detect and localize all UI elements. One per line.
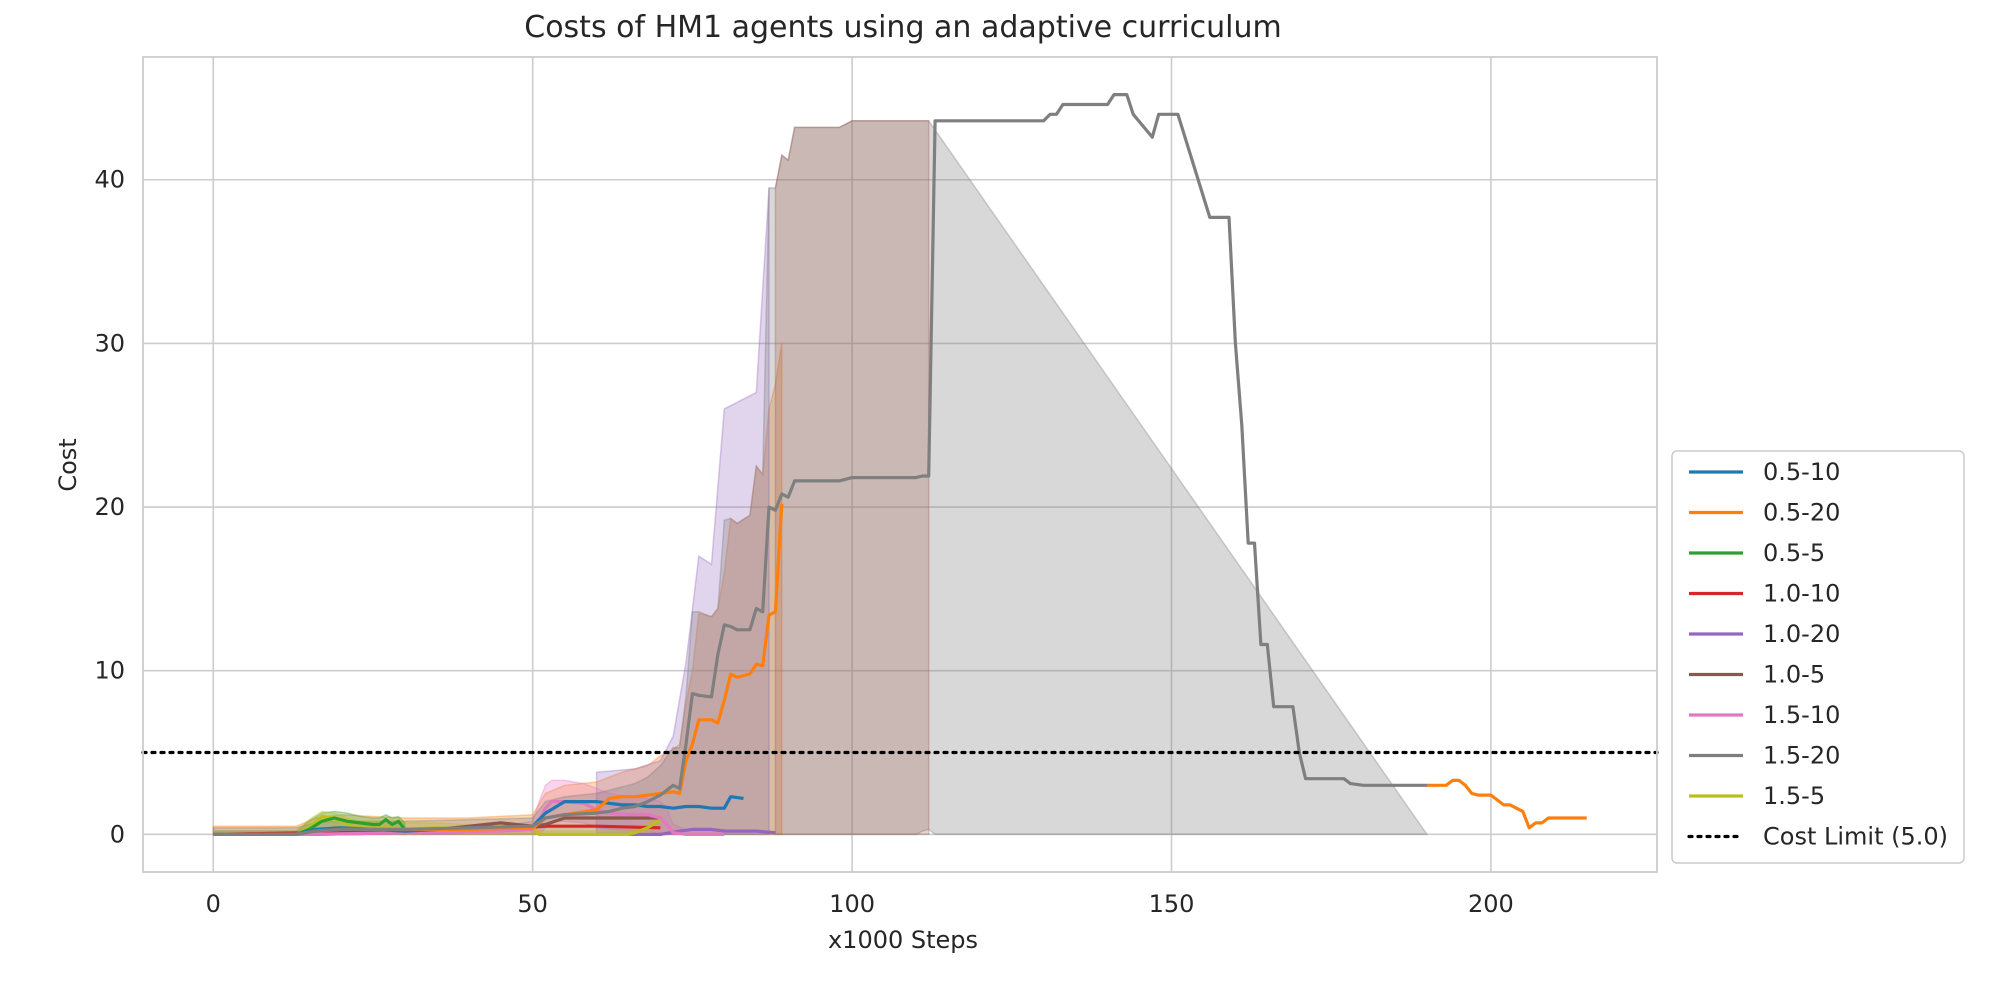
plot-background: [143, 57, 1657, 872]
y-tick-label: 20: [94, 493, 125, 521]
x-tick-label: 200: [1468, 890, 1514, 918]
y-axis-label: Cost: [54, 438, 82, 491]
legend-label: 1.5-5: [1763, 782, 1825, 810]
line-0.5-20-tail: [1427, 778, 1587, 830]
y-tick-label: 0: [110, 820, 125, 848]
y-tick-label: 10: [94, 657, 125, 685]
x-axis-label: x1000 Steps: [828, 926, 978, 954]
legend-label: 1.5-20: [1763, 742, 1840, 770]
legend-label: 1.5-10: [1763, 701, 1840, 729]
legend-label: 0.5-5: [1763, 539, 1825, 567]
line-1.0-20: [596, 827, 776, 837]
x-tick-labels: 0 50 100 150 200: [206, 890, 1514, 918]
legend-label: Cost Limit (5.0): [1763, 823, 1948, 851]
x-tick-label: 50: [517, 890, 548, 918]
legend-label: 0.5-20: [1763, 499, 1840, 527]
legend-label: 1.0-10: [1763, 580, 1840, 608]
legend-box: [1671, 450, 1965, 864]
y-tick-labels: 0 10 20 30 40: [94, 166, 125, 849]
line-0.5-5: [213, 816, 407, 837]
chart-title: Costs of HM1 agents using an adaptive cu…: [524, 10, 1281, 45]
line-1.5-20: [213, 92, 1427, 837]
x-tick-label: 0: [206, 890, 221, 918]
legend-label: 0.5-10: [1763, 458, 1840, 486]
series-lines: [213, 92, 1587, 837]
x-tick-label: 100: [829, 890, 875, 918]
plot-area: [141, 56, 1659, 873]
legend-label: 1.0-5: [1763, 661, 1825, 689]
legend: 0.5-10 0.5-20 0.5-5 1.0-10 1.0-20 1.0-5 1.5-10…: [1671, 450, 1965, 864]
y-tick-label: 30: [94, 329, 125, 357]
legend-label: 1.0-20: [1763, 620, 1840, 648]
x-tick-label: 150: [1149, 890, 1195, 918]
y-tick-label: 40: [94, 166, 125, 194]
plot-frame: [142, 56, 1658, 873]
